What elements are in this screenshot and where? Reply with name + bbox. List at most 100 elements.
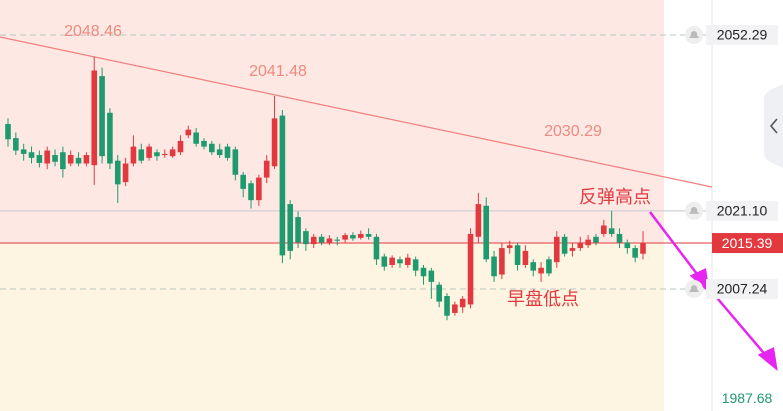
- candle-body: [248, 183, 254, 201]
- candle-body: [365, 233, 372, 237]
- candle-body: [232, 149, 239, 175]
- candle-body: [350, 235, 356, 239]
- candle-body: [216, 149, 223, 156]
- candle-body: [546, 259, 552, 274]
- candle-body: [240, 174, 246, 189]
- candle-body: [256, 177, 262, 201]
- candle-body: [271, 118, 278, 167]
- candle-body: [279, 115, 286, 256]
- trend-line: [0, 36, 713, 188]
- candle-body: [522, 250, 529, 265]
- note: 反弹高点: [579, 187, 651, 207]
- bell-icon: [689, 284, 699, 292]
- candle-body: [201, 140, 207, 147]
- candle-body: [169, 149, 176, 157]
- current-price-bg: [712, 233, 783, 254]
- candle-body: [491, 256, 497, 277]
- arrow: [649, 211, 701, 279]
- high-annotation: 2041.48: [249, 63, 307, 80]
- candle-body: [483, 205, 490, 260]
- candle-body: [209, 143, 215, 153]
- candle-body: [146, 146, 152, 158]
- arrow-head: [757, 347, 778, 372]
- candle-body: [303, 231, 309, 245]
- candle-body: [44, 150, 50, 164]
- price-label-bg: [706, 200, 778, 221]
- candle-body: [60, 152, 66, 170]
- price-label: 2007.24: [717, 281, 768, 297]
- candle-body: [13, 138, 19, 151]
- candle-body: [428, 270, 435, 282]
- candle-body: [632, 248, 638, 258]
- candle-body: [295, 217, 301, 243]
- candle-body: [405, 257, 411, 265]
- candle-body: [389, 257, 395, 265]
- note: 早盘低点: [507, 289, 579, 309]
- candle-body: [593, 236, 599, 243]
- bottom-price-label: 1987.68: [722, 390, 773, 406]
- candle-body: [326, 238, 333, 243]
- candle-body: [412, 259, 419, 271]
- candle-body: [373, 236, 380, 260]
- bell-icon: [689, 31, 699, 39]
- labels: 2052.29 2021.10 2007.24 2015.39 1987.68 2048.…: [64, 23, 783, 406]
- candle-body: [624, 242, 631, 249]
- candles: [5, 56, 646, 321]
- candle-body: [114, 160, 121, 185]
- candle-body: [538, 267, 544, 274]
- candle-body: [601, 225, 607, 234]
- candle-body: [475, 204, 482, 237]
- candle-body: [20, 149, 27, 154]
- candle-body: [138, 149, 145, 161]
- candle-body: [640, 243, 646, 254]
- candle-body: [224, 146, 231, 158]
- arrow: [711, 291, 769, 359]
- candle-body: [36, 155, 43, 163]
- candle-body: [122, 163, 129, 183]
- candle-body: [99, 76, 105, 157]
- candle-body: [67, 155, 74, 164]
- bear-zone: [0, 243, 664, 411]
- candle-body: [83, 155, 90, 164]
- price-label-bg: [706, 25, 778, 46]
- candle-body: [287, 204, 294, 251]
- candle-body: [5, 124, 11, 140]
- current-price-label: 2015.39: [722, 235, 773, 251]
- candle-body: [318, 236, 325, 243]
- zones: [0, 0, 664, 411]
- candle-body: [107, 112, 113, 164]
- chevron: [769, 118, 778, 134]
- candle-body: [585, 239, 591, 246]
- candle-body: [177, 140, 184, 153]
- tab[interactable]: [764, 84, 783, 168]
- candle-body: [499, 248, 505, 275]
- candle-body: [154, 152, 160, 157]
- candle-body: [130, 146, 137, 164]
- candle-body: [569, 248, 576, 251]
- candle-body: [310, 236, 317, 245]
- candle-body: [452, 304, 458, 313]
- candle-body: [263, 160, 270, 178]
- candle-body: [506, 245, 513, 249]
- candle-body: [616, 233, 623, 243]
- candle-body: [467, 233, 474, 305]
- price-label: 2052.29: [717, 27, 768, 43]
- collapse-tab[interactable]: [764, 84, 783, 168]
- candle-body: [459, 298, 466, 308]
- candle-body: [444, 295, 450, 316]
- candle-body: [161, 153, 168, 156]
- candle-body: [530, 262, 537, 271]
- candle-body: [357, 233, 364, 238]
- bell-icon: [689, 206, 699, 214]
- candle-body: [608, 228, 615, 234]
- candle-body: [577, 242, 584, 249]
- candle-body: [561, 236, 568, 254]
- candle-body: [334, 239, 341, 241]
- candle-body: [342, 235, 348, 240]
- candle-body: [193, 132, 199, 144]
- high-annotation: 2030.29: [544, 123, 602, 140]
- price-label-bg: [706, 278, 778, 299]
- candle-body: [28, 152, 35, 158]
- candle-body: [91, 70, 98, 166]
